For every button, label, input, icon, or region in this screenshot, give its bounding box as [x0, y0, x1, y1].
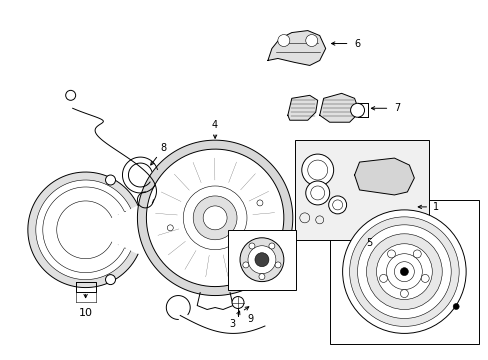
- Circle shape: [394, 262, 413, 282]
- Circle shape: [386, 254, 422, 289]
- Bar: [329, 200, 478, 345]
- Circle shape: [412, 250, 420, 258]
- Circle shape: [301, 154, 333, 186]
- Circle shape: [349, 217, 458, 327]
- Polygon shape: [36, 180, 130, 280]
- Circle shape: [350, 103, 364, 117]
- Circle shape: [254, 253, 268, 267]
- Text: 8: 8: [160, 143, 166, 153]
- Circle shape: [183, 186, 246, 250]
- Circle shape: [400, 289, 407, 298]
- Text: 9: 9: [246, 314, 252, 324]
- Circle shape: [240, 238, 283, 282]
- Circle shape: [259, 274, 264, 280]
- Circle shape: [274, 262, 281, 268]
- Circle shape: [247, 246, 275, 274]
- Circle shape: [357, 225, 450, 319]
- Circle shape: [203, 206, 226, 230]
- Polygon shape: [354, 158, 413, 195]
- Circle shape: [105, 275, 115, 285]
- Circle shape: [105, 175, 115, 185]
- Circle shape: [193, 196, 237, 240]
- Circle shape: [305, 35, 317, 46]
- Bar: [227, 230, 295, 289]
- Circle shape: [268, 243, 274, 249]
- Text: 4: 4: [212, 120, 218, 130]
- Text: 6: 6: [354, 39, 360, 49]
- Polygon shape: [28, 172, 138, 288]
- Polygon shape: [42, 187, 124, 273]
- Text: 10: 10: [79, 309, 92, 319]
- Circle shape: [248, 243, 254, 249]
- Polygon shape: [287, 95, 317, 120]
- Circle shape: [65, 90, 76, 100]
- Text: 3: 3: [228, 319, 235, 329]
- Circle shape: [386, 250, 395, 258]
- Text: 7: 7: [393, 103, 400, 113]
- Text: 5: 5: [366, 238, 372, 248]
- Polygon shape: [137, 140, 292, 296]
- Circle shape: [277, 35, 289, 46]
- Circle shape: [379, 274, 386, 282]
- Bar: [294, 140, 428, 240]
- Polygon shape: [267, 31, 325, 66]
- Circle shape: [232, 297, 244, 309]
- Text: 1: 1: [432, 202, 438, 212]
- Circle shape: [366, 234, 441, 310]
- Circle shape: [400, 268, 407, 276]
- Circle shape: [305, 181, 329, 205]
- Circle shape: [243, 262, 248, 268]
- Circle shape: [342, 210, 465, 333]
- Circle shape: [420, 274, 428, 282]
- Circle shape: [328, 196, 346, 214]
- Circle shape: [376, 244, 431, 300]
- Text: 2: 2: [278, 230, 285, 240]
- Circle shape: [452, 303, 458, 310]
- Polygon shape: [319, 93, 359, 122]
